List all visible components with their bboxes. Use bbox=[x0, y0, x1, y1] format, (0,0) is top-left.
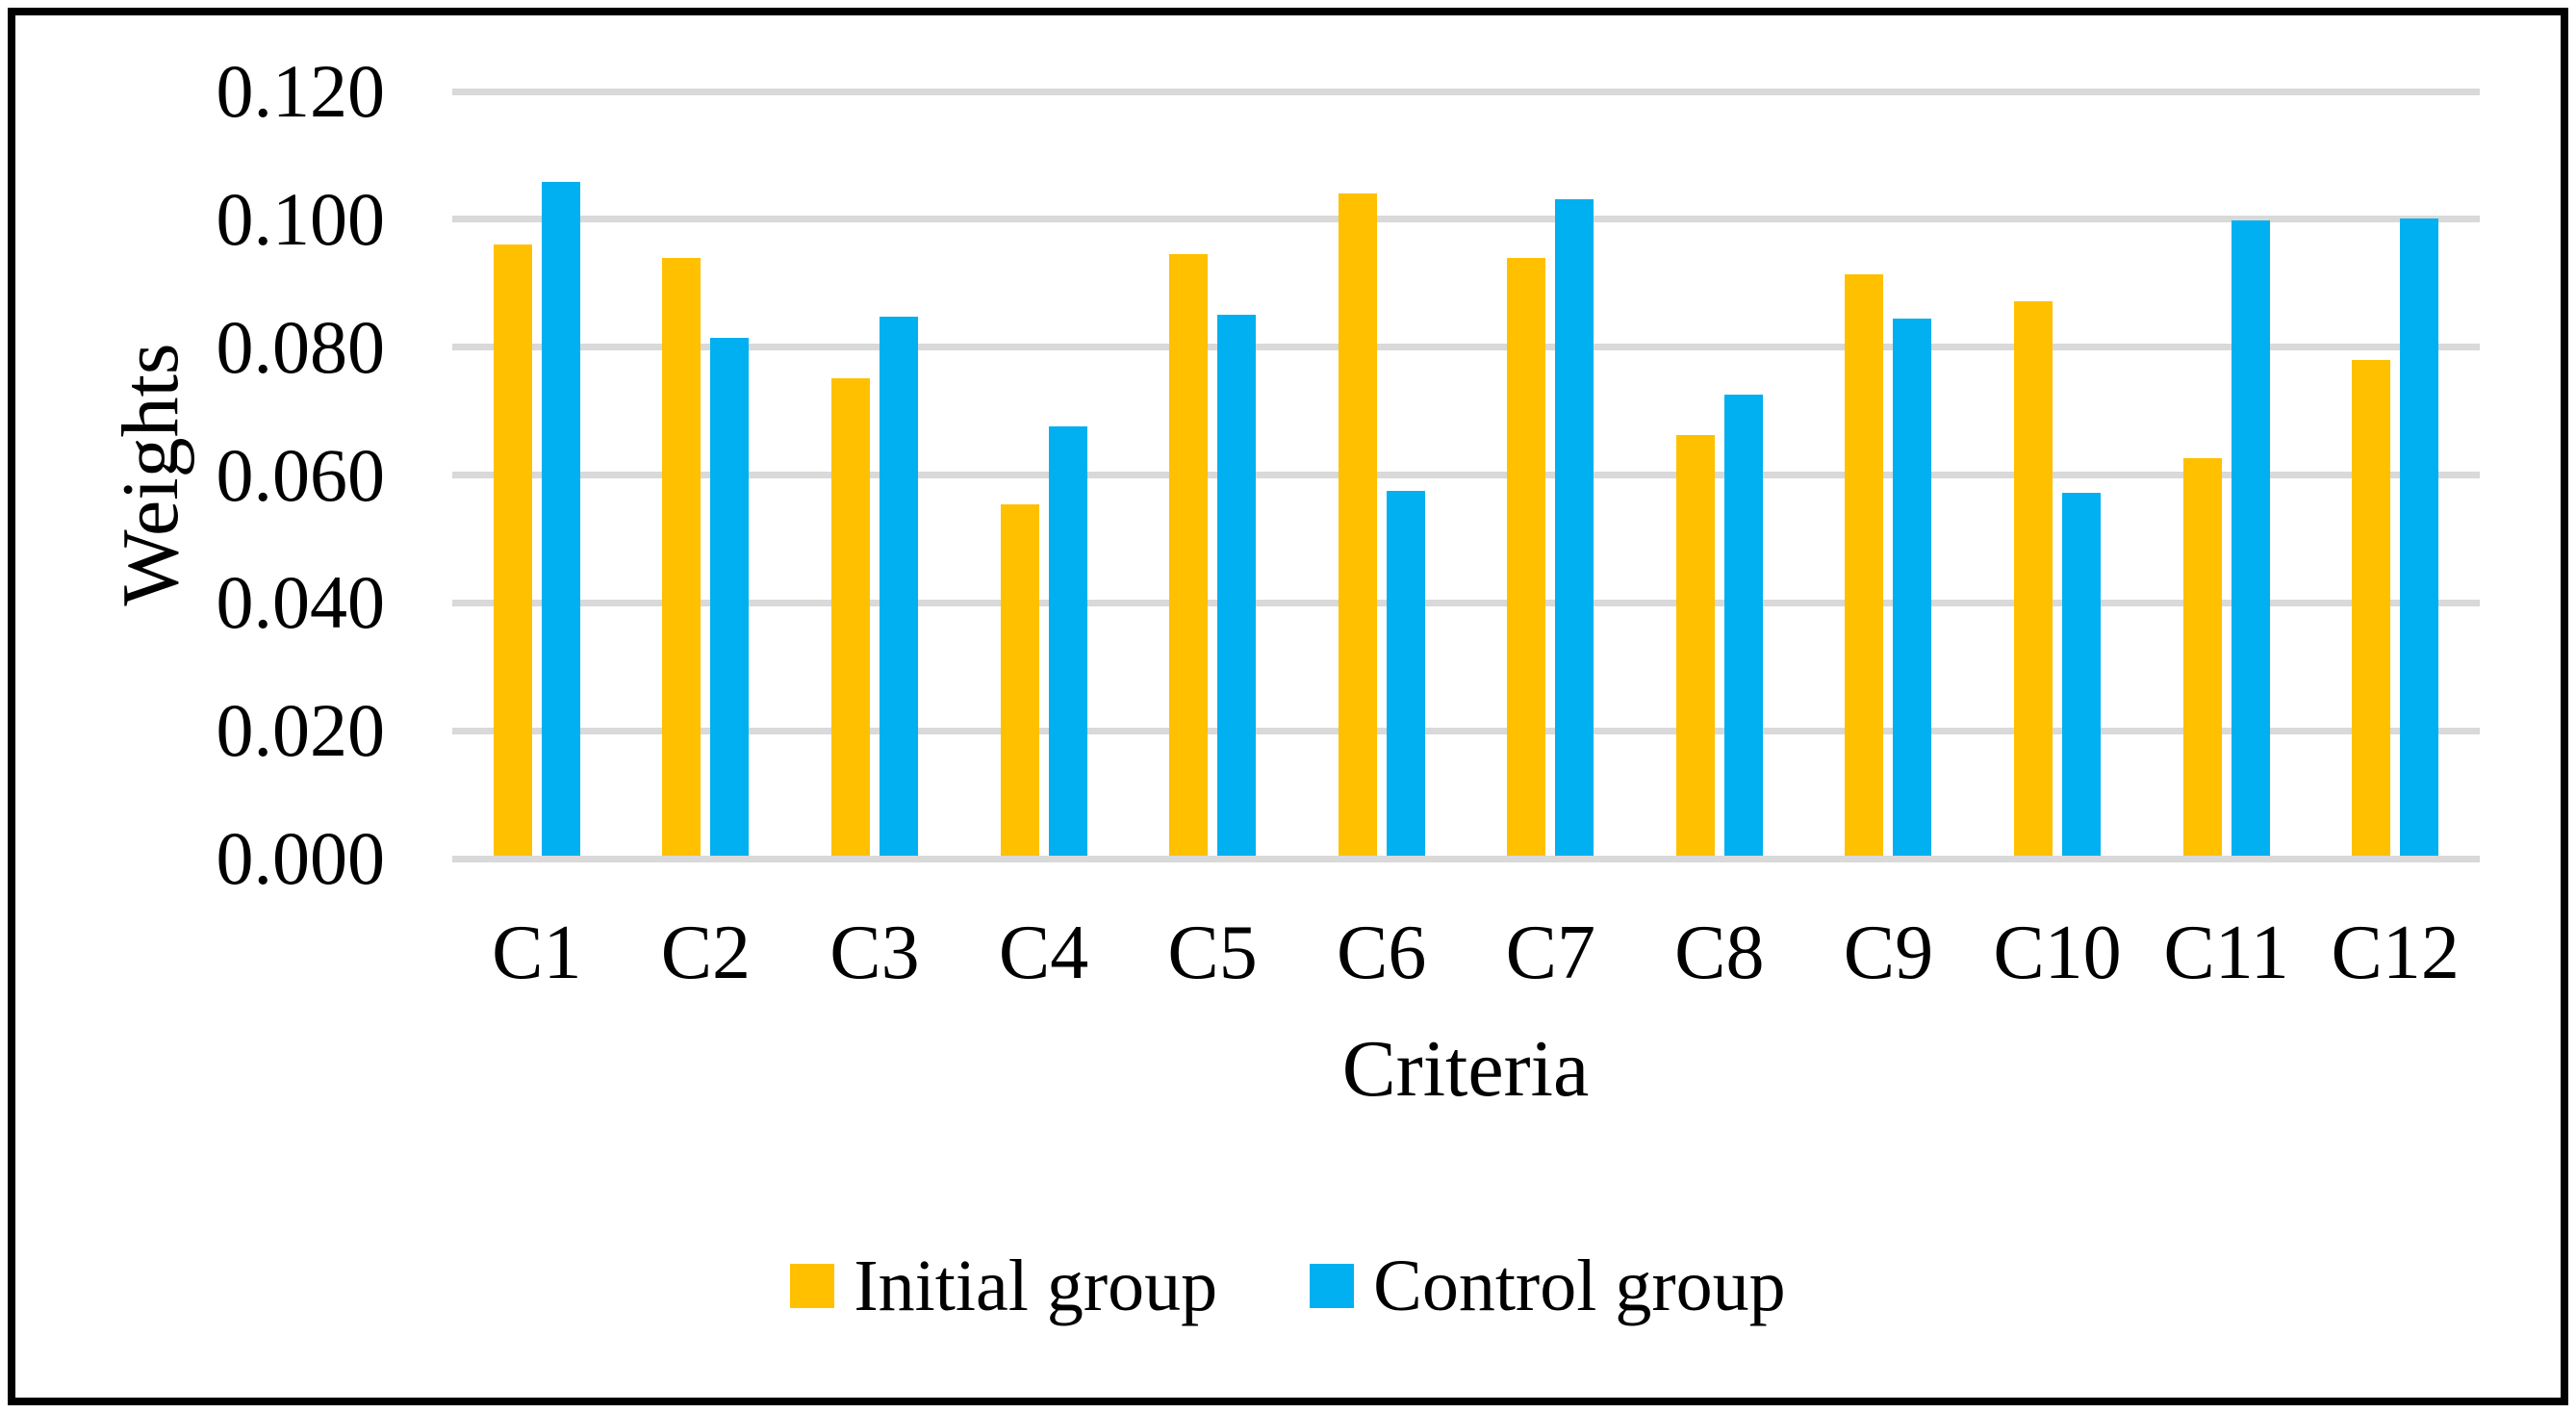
bar-initial-group-C12 bbox=[2352, 359, 2391, 856]
y-tick-label-0.060: 0.060 bbox=[216, 432, 386, 517]
y-tick-label-0.080: 0.080 bbox=[216, 304, 386, 389]
bar-group-C9 bbox=[1804, 91, 1974, 856]
bar-initial-group-C5 bbox=[1169, 254, 1209, 856]
gridline-0.120 bbox=[452, 88, 2480, 95]
plot-area bbox=[452, 88, 2480, 862]
x-tick-label-C5: C5 bbox=[1167, 911, 1258, 995]
bar-control-group-C6 bbox=[1386, 491, 1425, 856]
bar-control-group-C3 bbox=[879, 317, 918, 856]
bar-control-group-C10 bbox=[2061, 493, 2101, 856]
bar-control-group-C7 bbox=[1555, 198, 1594, 856]
y-tick-label-0.100: 0.100 bbox=[216, 176, 386, 261]
bar-initial-group-C7 bbox=[1507, 257, 1546, 856]
bars-container bbox=[452, 91, 2480, 856]
x-axis-title: Criteria bbox=[1341, 1024, 1590, 1114]
bar-group-C6 bbox=[1297, 91, 1467, 856]
legend-item-initial-group: Initial group bbox=[790, 1249, 1217, 1323]
x-tick-label-C2: C2 bbox=[660, 911, 752, 995]
bar-initial-group-C10 bbox=[2013, 300, 2053, 856]
gridline-0.000 bbox=[452, 855, 2480, 862]
bar-initial-group-C3 bbox=[830, 377, 870, 856]
gridline-0.100 bbox=[452, 216, 2480, 223]
x-axis-labels: C1 C2 C3 C4 C5 C6 C7 C8 C9 C10 C11 C12 bbox=[452, 914, 2480, 991]
x-tick-label-C10: C10 bbox=[1993, 911, 2122, 995]
bar-initial-group-C4 bbox=[1000, 504, 1039, 856]
bar-group-C7 bbox=[1466, 91, 1635, 856]
legend-swatch-control-group bbox=[1310, 1264, 1355, 1308]
bar-group-C8 bbox=[1635, 91, 1804, 856]
bar-group-C1 bbox=[452, 91, 622, 856]
y-tick-label-0.040: 0.040 bbox=[216, 560, 386, 645]
x-tick-label-C6: C6 bbox=[1337, 911, 1427, 995]
y-tick-label-0.000: 0.000 bbox=[216, 816, 386, 900]
gridline-0.020 bbox=[452, 727, 2480, 734]
x-tick-label-C7: C7 bbox=[1505, 911, 1595, 995]
bar-group-C2 bbox=[622, 91, 791, 856]
x-tick-label-C9: C9 bbox=[1843, 911, 1934, 995]
legend-label-initial-group: Initial group bbox=[854, 1246, 1218, 1326]
bar-group-C4 bbox=[959, 91, 1129, 856]
x-tick-label-C11: C11 bbox=[2163, 911, 2289, 995]
x-tick-label-C1: C1 bbox=[492, 911, 582, 995]
legend-label-control-group: Control group bbox=[1373, 1246, 1786, 1326]
gridline-0.080 bbox=[452, 344, 2480, 351]
bar-group-C5 bbox=[1128, 91, 1297, 856]
bar-group-C10 bbox=[1973, 91, 2142, 856]
bar-initial-group-C11 bbox=[2182, 457, 2222, 856]
bar-group-C3 bbox=[790, 91, 959, 856]
x-tick-label-C8: C8 bbox=[1674, 911, 1765, 995]
y-tick-label-0.020: 0.020 bbox=[216, 688, 386, 773]
legend-item-control-group: Control group bbox=[1310, 1249, 1786, 1323]
bar-control-group-C1 bbox=[541, 181, 580, 856]
bar-control-group-C12 bbox=[2400, 218, 2439, 856]
bar-initial-group-C9 bbox=[1845, 273, 1884, 856]
bar-group-C12 bbox=[2310, 91, 2480, 856]
bar-initial-group-C2 bbox=[662, 257, 701, 856]
legend-swatch-initial-group bbox=[790, 1264, 835, 1308]
bar-control-group-C4 bbox=[1048, 426, 1087, 856]
bar-control-group-C2 bbox=[710, 338, 750, 856]
bar-group-C11 bbox=[2142, 91, 2311, 856]
y-tick-label-0.120: 0.120 bbox=[216, 49, 386, 133]
bar-control-group-C11 bbox=[2231, 220, 2270, 856]
gridline-0.060 bbox=[452, 472, 2480, 478]
gridline-0.040 bbox=[452, 599, 2480, 606]
bar-control-group-C5 bbox=[1217, 314, 1257, 856]
x-tick-label-C12: C12 bbox=[2331, 911, 2460, 995]
bar-control-group-C8 bbox=[1723, 395, 1763, 856]
legend: Initial group Control group bbox=[0, 1242, 2576, 1330]
bar-initial-group-C1 bbox=[493, 244, 532, 856]
bar-initial-group-C8 bbox=[1675, 435, 1715, 856]
x-tick-label-C4: C4 bbox=[998, 911, 1089, 995]
bar-control-group-C9 bbox=[1893, 318, 1932, 856]
x-tick-label-C3: C3 bbox=[829, 911, 920, 995]
bar-initial-group-C6 bbox=[1338, 193, 1377, 856]
